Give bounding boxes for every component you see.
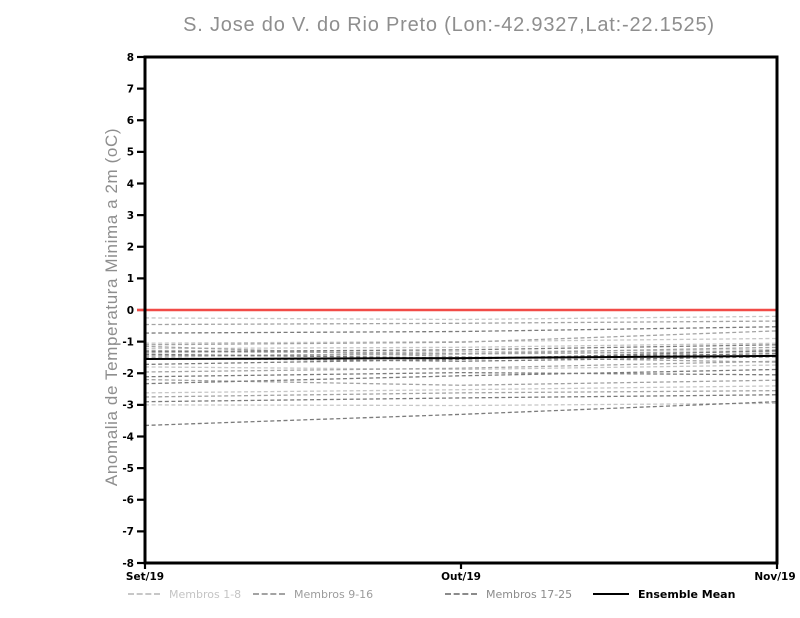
y-tick-label: 5	[127, 147, 134, 159]
legend-item: Ensemble Mean	[593, 586, 735, 602]
chart-title: S. Jose do V. do Rio Preto (Lon:-42.9327…	[183, 14, 715, 36]
legend-item: Membros 1-8	[128, 586, 241, 602]
x-tick-label: Out/19	[441, 571, 481, 583]
ensemble-member-line	[144, 371, 778, 378]
ensemble-member-line	[144, 364, 778, 371]
y-tick-label: -8	[122, 558, 134, 570]
dashed-line-sample-icon	[128, 593, 160, 595]
y-tick-label: -1	[122, 336, 134, 348]
x-tick-label: Nov/19	[754, 571, 795, 583]
legend-label: Ensemble Mean	[638, 587, 736, 601]
y-tick-label: -7	[122, 526, 134, 538]
ensemble-member-line	[144, 337, 778, 344]
y-tick-label: -5	[122, 463, 134, 475]
x-tick-label: Set/19	[126, 571, 164, 583]
y-tick-label: 0	[127, 305, 134, 317]
y-tick-label: 6	[127, 115, 134, 127]
y-tick-label: -2	[122, 368, 134, 380]
dashed-line-sample-icon	[445, 593, 477, 595]
legend-label: Membros 17-25	[486, 587, 573, 601]
ensemble-member-line	[144, 320, 778, 326]
ensemble-mean-line	[144, 354, 778, 361]
y-tick-label: 1	[127, 273, 134, 285]
legend-item: Membros 9-16	[253, 586, 373, 602]
ensemble-member-line	[144, 315, 778, 321]
ensemble-member-line	[144, 326, 778, 334]
y-tick-label: -6	[122, 495, 134, 507]
legend-label: Membros 9-16	[294, 587, 374, 601]
y-tick-label: 2	[127, 242, 134, 254]
dashed-line-sample-icon	[253, 593, 285, 595]
legend: Membros 1-8 Membros 9-16 Membros 17-25 Ense…	[0, 586, 800, 606]
y-tick-label: 8	[127, 52, 134, 64]
y-tick-label: 3	[127, 210, 134, 222]
y-tick-label: 7	[127, 83, 134, 95]
y-tick-label: -3	[122, 400, 134, 412]
y-tick-label: -4	[122, 431, 134, 443]
y-tick-label: 4	[127, 178, 134, 190]
ensemble-member-line	[144, 378, 778, 386]
solid-line-sample-icon	[593, 593, 629, 595]
plot-frame	[143, 55, 779, 565]
legend-item: Membros 17-25	[445, 586, 572, 602]
legend-label: Membros 1-8	[169, 587, 242, 601]
